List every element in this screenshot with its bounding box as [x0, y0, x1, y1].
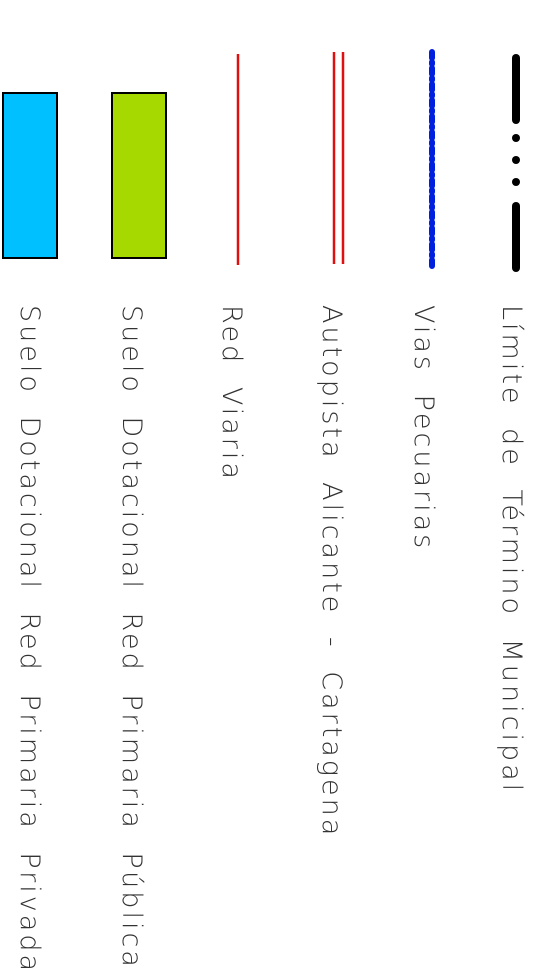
legend-label-private-land: Suelo Dotacional Red Primaria Privada	[14, 305, 45, 974]
legend-label-public-land: Suelo Dotacional Red Primaria Pública	[116, 305, 147, 970]
municipal-boundary-symbol	[512, 54, 520, 272]
private-land-swatch	[2, 92, 58, 259]
legend-label-motorway: Autopista Alicante - Cartagena	[316, 305, 347, 839]
public-land-swatch	[111, 92, 167, 259]
motorway-symbol	[332, 52, 345, 264]
legend-label-livestock-routes: Vias Pecuarias	[408, 305, 439, 552]
legend-label-municipal-boundary: Límite de Término Municipal	[496, 305, 527, 795]
legend-label-road-network: Red Viaria	[216, 305, 247, 482]
